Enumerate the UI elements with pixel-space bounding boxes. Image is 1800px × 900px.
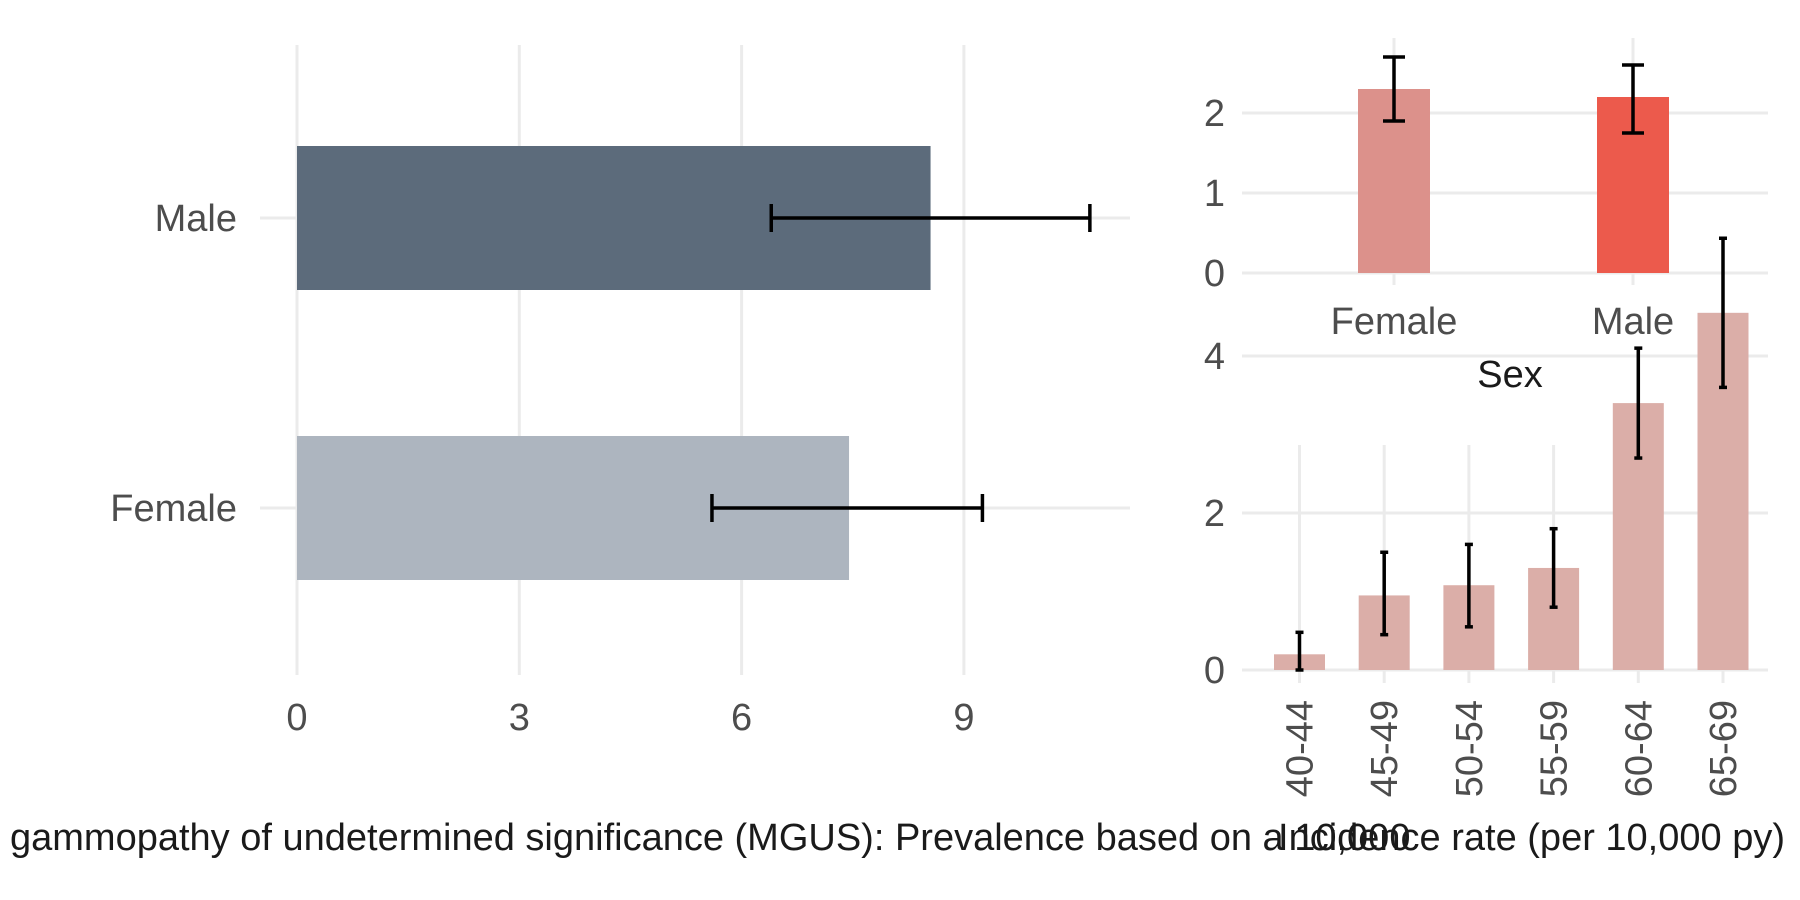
age-chart: 0 2 4 40-44 45-49 50-54 55-59 60-64 65-69 Inciden… — [1204, 236, 1785, 859]
x-tick-label: 6 — [731, 697, 752, 739]
x-axis-title: gammopathy of undetermined significance … — [10, 817, 1410, 859]
x-tick-label: 45-49 — [1364, 700, 1406, 797]
y-tick-label: 4 — [1204, 336, 1225, 378]
x-tick-label: 55-59 — [1534, 700, 1576, 797]
x-tick-label: 65-69 — [1703, 700, 1745, 797]
x-tick-label: 3 — [509, 697, 530, 739]
prevalence-chart: Female Male 0 3 6 9 gammopathy of undetermined… — [10, 45, 1410, 859]
y-tick-label: Male — [155, 198, 237, 240]
x-tick-label: 9 — [953, 697, 974, 739]
x-axis-title: Incidence rate (per 10,000 py) — [1278, 817, 1785, 859]
y-tick-label: 0 — [1204, 650, 1225, 692]
y-tick-label: 0 — [1204, 253, 1225, 295]
x-tick-label: 50-54 — [1449, 700, 1491, 797]
sex-chart: 0 1 2 Female Male Sex — [1204, 38, 1768, 396]
x-axis-title: Sex — [1477, 354, 1542, 396]
y-tick-label: 2 — [1204, 93, 1225, 135]
x-tick-label: Male — [1592, 301, 1674, 343]
x-tick-label: 0 — [286, 697, 307, 739]
x-tick-label: 40-44 — [1280, 700, 1322, 797]
x-tick-label: 60-64 — [1618, 700, 1660, 797]
x-tick-label: Female — [1331, 301, 1458, 343]
y-tick-label: 1 — [1204, 173, 1225, 215]
y-tick-label: Female — [110, 488, 237, 530]
y-tick-label: 2 — [1204, 493, 1225, 535]
